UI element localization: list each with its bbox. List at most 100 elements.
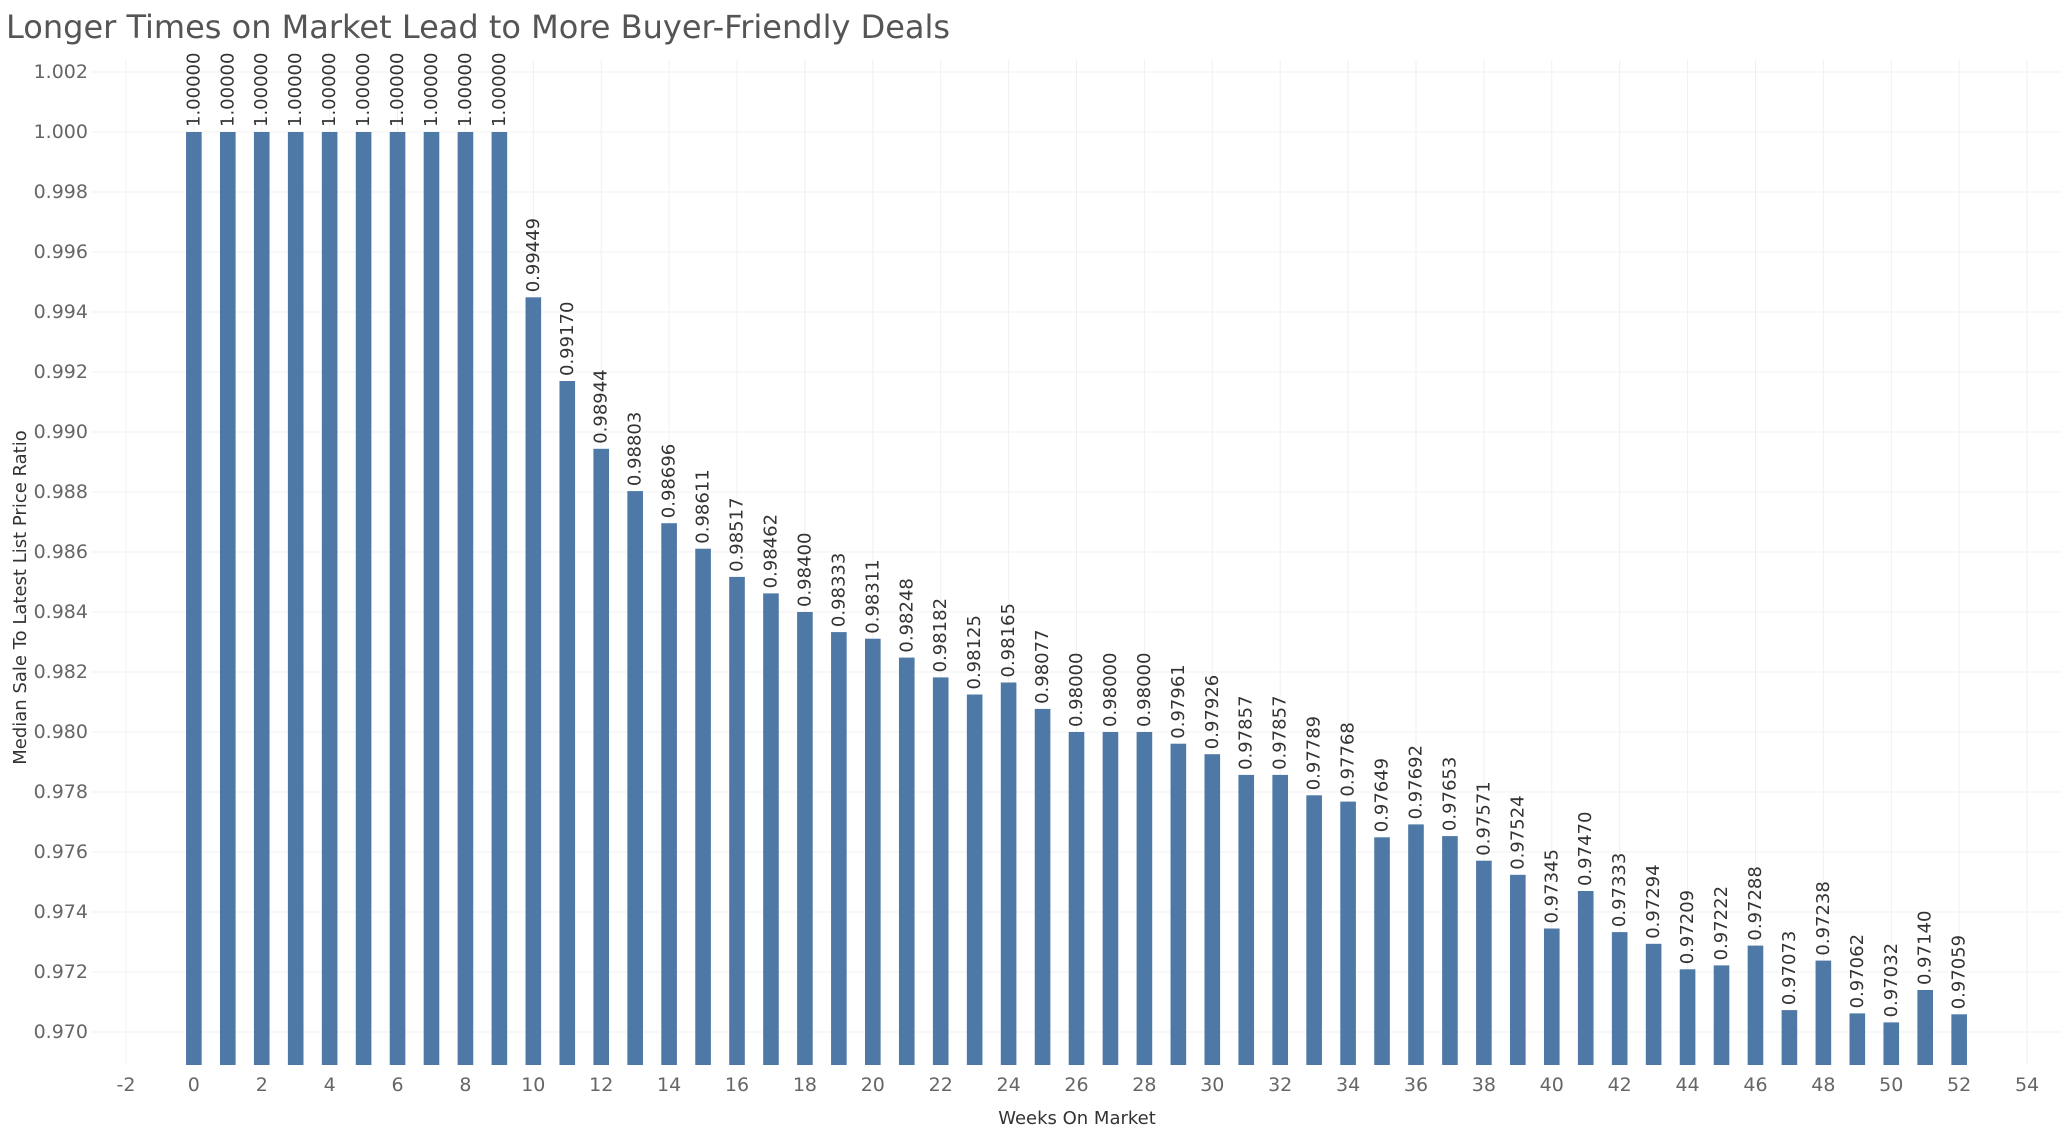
bar	[661, 523, 677, 1065]
y-tick-label: 1.000	[34, 121, 88, 143]
x-tick-label: 4	[324, 1074, 336, 1096]
bar-value-label: 0.97288	[1745, 866, 1766, 940]
y-tick-label: 0.984	[34, 601, 88, 623]
x-tick-label: 30	[1200, 1074, 1224, 1096]
bar	[1374, 837, 1390, 1065]
bars	[186, 132, 1967, 1066]
x-tick-label: 14	[657, 1074, 681, 1096]
bar	[1917, 990, 1934, 1065]
bar-value-label: 1.00000	[183, 53, 204, 127]
bar-value-label: 1.00000	[489, 53, 510, 127]
bar-value-label: 1.00000	[285, 53, 306, 127]
bar-value-label: 0.98165	[998, 603, 1019, 677]
bar-value-label: 0.97294	[1643, 864, 1664, 938]
bar-value-label: 0.98125	[964, 615, 985, 689]
bar-value-label: 0.97768	[1338, 722, 1359, 796]
bar-value-label: 0.97524	[1507, 795, 1528, 869]
bar	[253, 132, 270, 1065]
bar	[559, 381, 576, 1065]
x-tick-label: 8	[459, 1074, 471, 1096]
x-tick-label: 46	[1743, 1074, 1767, 1096]
x-tick-label: 16	[725, 1074, 749, 1096]
bar-value-label: 1.00000	[319, 53, 340, 127]
bar-value-label: 0.97238	[1813, 881, 1834, 955]
bar-value-label: 0.98311	[862, 559, 883, 633]
y-tick-label: 0.978	[34, 781, 88, 803]
bar-value-label: 0.97073	[1779, 931, 1800, 1005]
bar	[593, 448, 610, 1065]
y-tick-label: 0.992	[34, 361, 88, 383]
y-tick-label: 0.972	[34, 961, 88, 983]
bar	[1408, 824, 1424, 1065]
x-tick-label: 38	[1472, 1074, 1496, 1096]
bar-value-label: 0.97059	[1949, 935, 1970, 1009]
bar	[1068, 732, 1085, 1065]
bar	[1815, 960, 1832, 1065]
bar-value-label: 0.97470	[1575, 812, 1596, 886]
y-tick-label: 0.980	[34, 721, 88, 743]
bar-value-label: 0.97857	[1236, 695, 1257, 769]
bar	[898, 657, 915, 1065]
bar	[219, 132, 236, 1065]
x-tick-label: 20	[861, 1074, 885, 1096]
x-tick-label: 24	[997, 1074, 1021, 1096]
bar	[1951, 1014, 1967, 1065]
bar	[831, 632, 847, 1065]
x-tick-label: 22	[929, 1074, 953, 1096]
y-tick-label: 0.998	[34, 181, 88, 203]
y-tick-label: 0.974	[34, 901, 88, 923]
y-tick-label: 0.994	[34, 301, 88, 323]
bar	[1102, 732, 1119, 1065]
bar-value-label: 1.00000	[217, 53, 238, 127]
bar-value-label: 0.98000	[1134, 653, 1155, 727]
bar	[966, 694, 983, 1065]
y-tick-label: 0.988	[34, 481, 88, 503]
x-tick-label: -2	[116, 1074, 135, 1096]
x-tick-label: 48	[1811, 1074, 1835, 1096]
bar	[423, 132, 440, 1065]
bar-value-label: 0.97649	[1372, 758, 1393, 832]
bar-value-label: 1.00000	[455, 53, 476, 127]
bar	[865, 638, 881, 1065]
bar-value-label: 0.97333	[1609, 853, 1630, 927]
x-tick-label: 6	[391, 1074, 403, 1096]
bar	[457, 132, 474, 1065]
bar	[186, 132, 202, 1065]
bar-value-label: 0.97032	[1881, 943, 1902, 1017]
bar	[1577, 891, 1594, 1065]
bar-value-label: 0.98333	[828, 553, 849, 627]
y-axis-title: Median Sale To Latest List Price Ratio	[10, 430, 31, 765]
bar	[627, 491, 643, 1066]
bar-value-label: 0.98944	[591, 369, 612, 443]
bar-value-label: 0.98696	[659, 444, 680, 518]
x-tick-label: 12	[589, 1074, 613, 1096]
bar-value-label: 0.98462	[760, 514, 781, 588]
bar	[1034, 708, 1051, 1065]
y-tick-label: 0.970	[34, 1021, 88, 1043]
bar-value-label: 0.97653	[1439, 757, 1460, 831]
x-tick-label: 52	[1947, 1074, 1971, 1096]
bar-value-label: 0.97222	[1711, 886, 1732, 960]
bar-value-label: 1.00000	[251, 53, 272, 127]
bar	[1340, 801, 1356, 1065]
chart-title: Longer Times on Market Lead to More Buye…	[6, 8, 951, 46]
bar-value-label: 0.99449	[523, 218, 544, 292]
x-tick-label: 42	[1608, 1074, 1632, 1096]
bar-value-label: 1.00000	[353, 53, 374, 127]
y-axis-ticks: 0.970 0.972 0.974 0.976 0.978 0.980 0.982 0.984…	[34, 61, 88, 1043]
bar	[1611, 932, 1628, 1065]
bar	[1781, 1010, 1798, 1065]
bar	[389, 132, 406, 1065]
bar-value-label: 0.98803	[625, 412, 646, 486]
bar	[355, 132, 372, 1065]
bar	[1883, 1022, 1900, 1065]
bar-value-label: 0.98248	[896, 578, 917, 652]
bar	[491, 132, 508, 1065]
bar-value-label: 0.98000	[1100, 653, 1121, 727]
bar-value-label: 0.98517	[727, 497, 748, 571]
bar-value-label: 0.97140	[1915, 911, 1936, 985]
y-tick-label: 0.976	[34, 841, 88, 863]
bar	[1849, 1013, 1866, 1065]
bar-value-label: 0.98000	[1066, 653, 1087, 727]
bar-value-label: 0.97857	[1270, 695, 1291, 769]
